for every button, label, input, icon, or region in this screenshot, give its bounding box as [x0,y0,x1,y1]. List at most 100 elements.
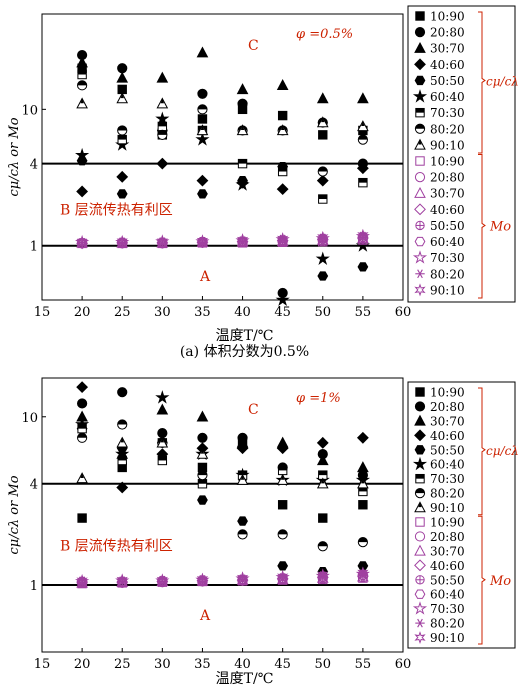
legend-label-mo: 60:40 [430,588,465,602]
data-point-ratio-30-70-35 [196,46,209,58]
data-point-ratio-90-10-35 [196,124,209,136]
brace-mo [478,154,486,299]
legend-label-ratio: 60:40 [430,90,465,104]
legend-marker-mo [415,220,425,231]
legend-marker-ratio [414,401,426,412]
legend-group-mo: Mo [489,219,511,234]
legend-marker-mo [415,575,425,585]
data-point-mo-70-30-45 [275,232,290,246]
data-point-ratio-60-40-50 [315,251,330,265]
legend-label-ratio: 40:60 [430,58,465,72]
data-point-ratio-40-60-55 [356,431,369,444]
data-point-ratio-70-30-50 [318,194,328,204]
data-point-ratio-30-70-40 [236,83,249,95]
data-point-ratio-40-60-35 [196,174,209,187]
chart-caption: (a) 体积分数为0.5% [180,344,309,360]
x-tick-label: 45 [274,305,291,320]
data-point-ratio-90-10-20 [76,97,88,109]
legend-label-mo: 80:20 [430,617,465,631]
data-point-ratio-40-60-30 [156,157,169,170]
x-tick-label: 35 [194,657,211,672]
data-point-ratio-80-20-55 [357,536,368,548]
legend-marker-ratio [415,11,425,21]
x-tick-label: 35 [194,305,211,320]
data-point-ratio-40-60-55 [356,162,369,175]
data-point-ratio-20-80-35 [197,432,208,443]
legend-marker-ratio [412,456,428,471]
data-point-ratio-10-90-20 [77,513,87,523]
x-tick-label: 25 [114,305,131,320]
legend-marker-ratio [414,138,426,150]
data-point-mo-90-10-30 [156,235,168,249]
legend-marker-mo [412,601,428,615]
data-point-ratio-30-70-30 [156,403,169,415]
data-point-mo-70-30-45 [275,569,290,584]
data-point-mo-90-10-25 [116,573,128,587]
legend-marker-mo [414,631,426,645]
legend-label-ratio: 40:60 [430,429,465,443]
data-point-ratio-40-60-40 [236,442,249,455]
data-point-ratio-80-20-25 [117,419,128,430]
legend-marker-mo [414,236,426,247]
legend-marker-ratio [414,41,426,53]
data-point-ratio-30-70-45 [276,79,289,91]
data-point-ratio-90-10-50 [316,477,329,489]
data-point-ratio-80-20-45 [277,529,288,540]
y-tick-label: 1 [30,240,38,255]
legend-label-mo: 40:60 [430,559,465,573]
legend-marker-mo [415,269,425,279]
legend-label-ratio: 50:50 [430,443,465,457]
data-point-ratio-70-30-20 [77,423,87,434]
x-tick-label: 40 [234,305,251,320]
data-point-ratio-80-20-30 [157,129,168,140]
legend-marker-mo [414,544,426,556]
data-point-mo-90-10-35 [196,234,209,248]
data-point-mo-90-10-50 [317,568,329,582]
brace-ratio [478,11,486,154]
legend-label-ratio: 30:70 [430,414,465,428]
data-point-ratio-90-10-20 [76,472,88,484]
legend-label-mo: 60:40 [430,235,465,249]
data-point-ratio-30-70-55 [357,461,369,473]
y-tick-label: 4 [30,158,38,173]
legend-marker-mo [414,283,426,297]
data-point-ratio-90-10-40 [236,473,249,485]
legend-label-ratio: 20:80 [430,400,465,414]
x-tick-label: 20 [74,305,91,320]
legend-marker-mo [414,172,426,183]
data-point-ratio-70-30-30 [157,455,168,466]
y-axis-label: cμ/cλ or Mo [7,117,22,196]
data-point-ratio-80-20-35 [197,470,208,481]
legend-marker-ratio [414,58,426,71]
data-point-ratio-40-60-25 [116,481,129,494]
data-point-ratio-40-60-45 [276,442,289,455]
legend-box [407,5,516,303]
data-point-mo-80-20-45 [277,234,288,244]
legend-label-mo: 50:50 [430,573,465,587]
data-point-ratio-50-50-40 [237,516,248,526]
data-point-mo-90-10-20 [76,574,88,588]
legend-label-mo: 70:30 [430,602,465,616]
plot-frame [41,13,404,301]
region-label-a: A [199,608,211,624]
x-tick-label: 60 [395,305,412,320]
legend-label-ratio: 10:90 [430,10,465,24]
data-point-ratio-90-10-30 [156,436,169,448]
data-point-ratio-30-70-50 [316,92,329,104]
data-point-mo-70-30-35 [195,572,210,587]
x-axis-label: 温度T/℃ [216,671,274,687]
chart-2: 15 20 25 30 35 40 45 50 55 60 1 4 10 cμ/cλ or Mo 温度T/℃… [7,377,519,687]
phi-label: φ =0.5% [296,27,353,42]
data-point-ratio-10-90-55 [358,500,368,510]
data-point-ratio-20-80-25 [117,387,128,398]
data-point-ratio-30-70-35 [196,410,209,422]
data-point-ratio-80-20-50 [317,166,328,177]
data-point-mo-70-30-40 [235,571,250,585]
region-label-a: A [199,269,211,285]
data-point-mo-90-10-30 [156,573,168,587]
legend-label-mo: 10:90 [430,516,465,530]
data-point-mo-70-30-30 [155,573,170,587]
x-tick-label: 15 [34,305,51,320]
data-point-ratio-30-70-30 [156,71,169,83]
